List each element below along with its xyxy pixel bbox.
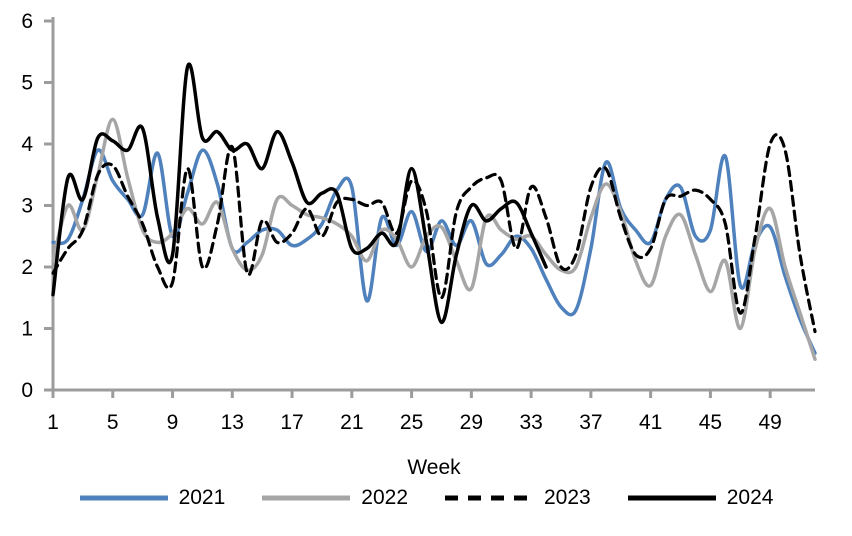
x-tick-label: 41 bbox=[639, 411, 662, 434]
x-tick-label: 13 bbox=[221, 411, 244, 434]
legend-swatch-solid-gray-icon bbox=[262, 495, 351, 500]
legend-swatch-dashed-black-icon bbox=[445, 495, 533, 500]
legend-swatch-solid-blue-icon bbox=[79, 495, 168, 500]
legend-label: 2022 bbox=[361, 486, 408, 509]
legend-item-2023: 2023 bbox=[444, 487, 591, 508]
x-tick-label: 21 bbox=[340, 411, 363, 434]
x-tick-label: 37 bbox=[579, 411, 602, 434]
series-line-2021 bbox=[51, 148, 817, 355]
y-tick-label: 3 bbox=[21, 195, 33, 218]
x-tick-label: 49 bbox=[758, 411, 781, 434]
y-tick-label: 5 bbox=[21, 72, 33, 95]
x-axis-title: Week bbox=[407, 456, 461, 479]
series-line-2023 bbox=[51, 133, 817, 334]
y-tick-label: 0 bbox=[21, 379, 33, 402]
y-tick-label: 4 bbox=[21, 133, 33, 156]
x-tick-label: 1 bbox=[47, 411, 59, 434]
legend: 2021 2022 2023 2024 bbox=[0, 487, 852, 508]
x-tick-label: 33 bbox=[519, 411, 542, 434]
legend-item-2024: 2024 bbox=[627, 486, 774, 509]
x-tick-label: 17 bbox=[280, 411, 303, 434]
legend-swatch-solid-black-icon bbox=[627, 495, 716, 500]
x-tick-label: 5 bbox=[107, 411, 119, 434]
legend-label: 2024 bbox=[726, 486, 774, 509]
y-tick-label: 2 bbox=[21, 256, 33, 279]
y-tick-label: 6 bbox=[21, 10, 33, 33]
series-line-2024 bbox=[51, 62, 548, 325]
legend-label: 2021 bbox=[178, 486, 226, 509]
y-tick-label: 1 bbox=[21, 318, 33, 341]
legend-label: 2023 bbox=[544, 486, 591, 509]
x-tick-label: 9 bbox=[167, 411, 179, 434]
x-tick-label: 45 bbox=[699, 411, 722, 434]
x-tick-label: 25 bbox=[400, 411, 423, 434]
x-tick-label: 29 bbox=[460, 411, 483, 434]
legend-item-2022: 2022 bbox=[261, 487, 408, 508]
legend-item-2021: 2021 bbox=[79, 486, 226, 509]
